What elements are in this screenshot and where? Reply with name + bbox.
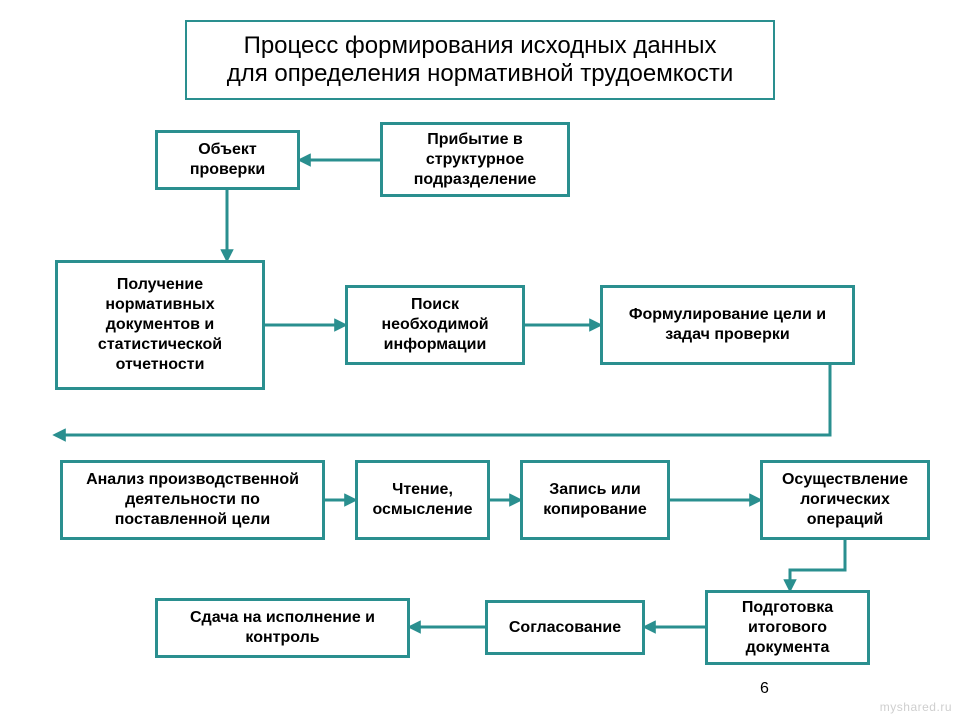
node-goal: Формулирование цели изадач проверки bbox=[600, 285, 855, 365]
node-docs: Получениенормативныхдокументов истатисти… bbox=[55, 260, 265, 390]
node-deliver: Сдача на исполнение иконтроль bbox=[155, 598, 410, 658]
node-copy: Запись иликопирование bbox=[520, 460, 670, 540]
node-analysis: Анализ производственнойдеятельности попо… bbox=[60, 460, 325, 540]
node-read: Чтение,осмысление bbox=[355, 460, 490, 540]
title-line-1: Процесс формирования исходных данных bbox=[227, 32, 734, 60]
node-arrival: Прибытие вструктурноеподразделение bbox=[380, 122, 570, 197]
node-final-doc: Подготовкаитоговогодокумента bbox=[705, 590, 870, 665]
title-line-2: для определения нормативной трудоемкости bbox=[227, 60, 734, 88]
node-search: Поискнеобходимойинформации bbox=[345, 285, 525, 365]
page-number: 6 bbox=[760, 680, 769, 698]
watermark: myshared.ru bbox=[880, 700, 952, 714]
node-logic: Осуществлениелогическихопераций bbox=[760, 460, 930, 540]
flowchart-canvas: Процесс формирования исходных данных для… bbox=[0, 0, 960, 720]
node-agree: Согласование bbox=[485, 600, 645, 655]
node-object: Объектпроверки bbox=[155, 130, 300, 190]
title-box: Процесс формирования исходных данных для… bbox=[185, 20, 775, 100]
